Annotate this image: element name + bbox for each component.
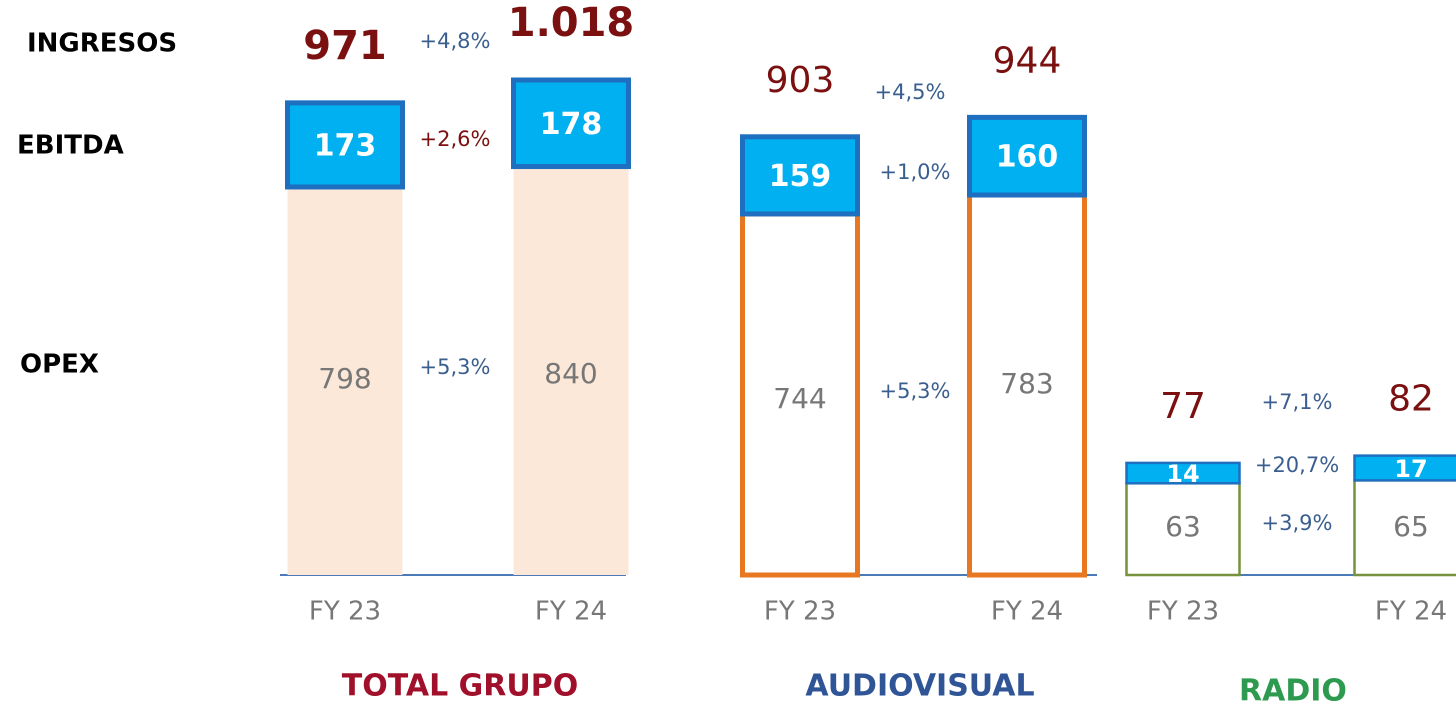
total-label: 1.018 [508,0,635,46]
ebitda-bar [1353,454,1456,482]
category-label: FY 24 [535,597,607,627]
row-label: OPEX [20,350,99,380]
ebitda-label: 173 [314,128,377,163]
growth-label: +3,9% [1262,511,1333,535]
category-label: FY 23 [309,597,381,627]
category-label: FY 24 [1375,597,1447,627]
opex-label: 798 [318,362,371,395]
panel-title: AUDIOVISUAL [805,669,1034,704]
growth-label: +5,3% [880,379,951,403]
ebitda-bar [1125,461,1241,485]
ebitda-bar [511,77,631,170]
opex-label: 65 [1393,510,1429,543]
ebitda-label: 159 [769,159,832,194]
total-label: 77 [1160,386,1206,427]
panel-title: RADIO [1239,674,1347,709]
ebitda-bar [285,100,405,190]
growth-label: +1,0% [880,160,951,184]
category-label: FY 24 [991,597,1063,627]
total-label: 971 [303,23,387,69]
row-label: INGRESOS [27,29,177,59]
opex-bar [513,166,629,575]
ebitda-label: 17 [1394,455,1427,483]
total-label: 944 [993,40,1062,81]
panel-title: TOTAL GRUPO [342,669,578,704]
category-label: FY 23 [1147,597,1219,627]
growth-label: +5,3% [420,355,491,379]
ebitda-label: 160 [996,140,1059,175]
ebitda-bar [740,134,860,217]
growth-label: +2,6% [420,127,491,151]
growth-label: +4,5% [875,80,946,104]
opex-label: 783 [1000,367,1053,400]
row-label: EBITDA [17,131,124,161]
opex-label: 63 [1165,510,1201,543]
opex-label: 744 [773,382,826,415]
opex-label: 840 [544,357,597,390]
ebitda-label: 178 [540,107,603,142]
growth-label: +20,7% [1255,453,1339,477]
opex-bar [740,211,860,578]
category-label: FY 23 [764,597,836,627]
opex-bar [967,192,1087,578]
ebitda-bar [967,114,1087,198]
growth-label: +4,8% [420,29,491,53]
growth-label: +7,1% [1262,390,1333,414]
ebitda-label: 14 [1166,460,1199,488]
opex-bar [287,186,403,575]
total-label: 903 [766,60,835,101]
total-label: 82 [1388,379,1434,420]
